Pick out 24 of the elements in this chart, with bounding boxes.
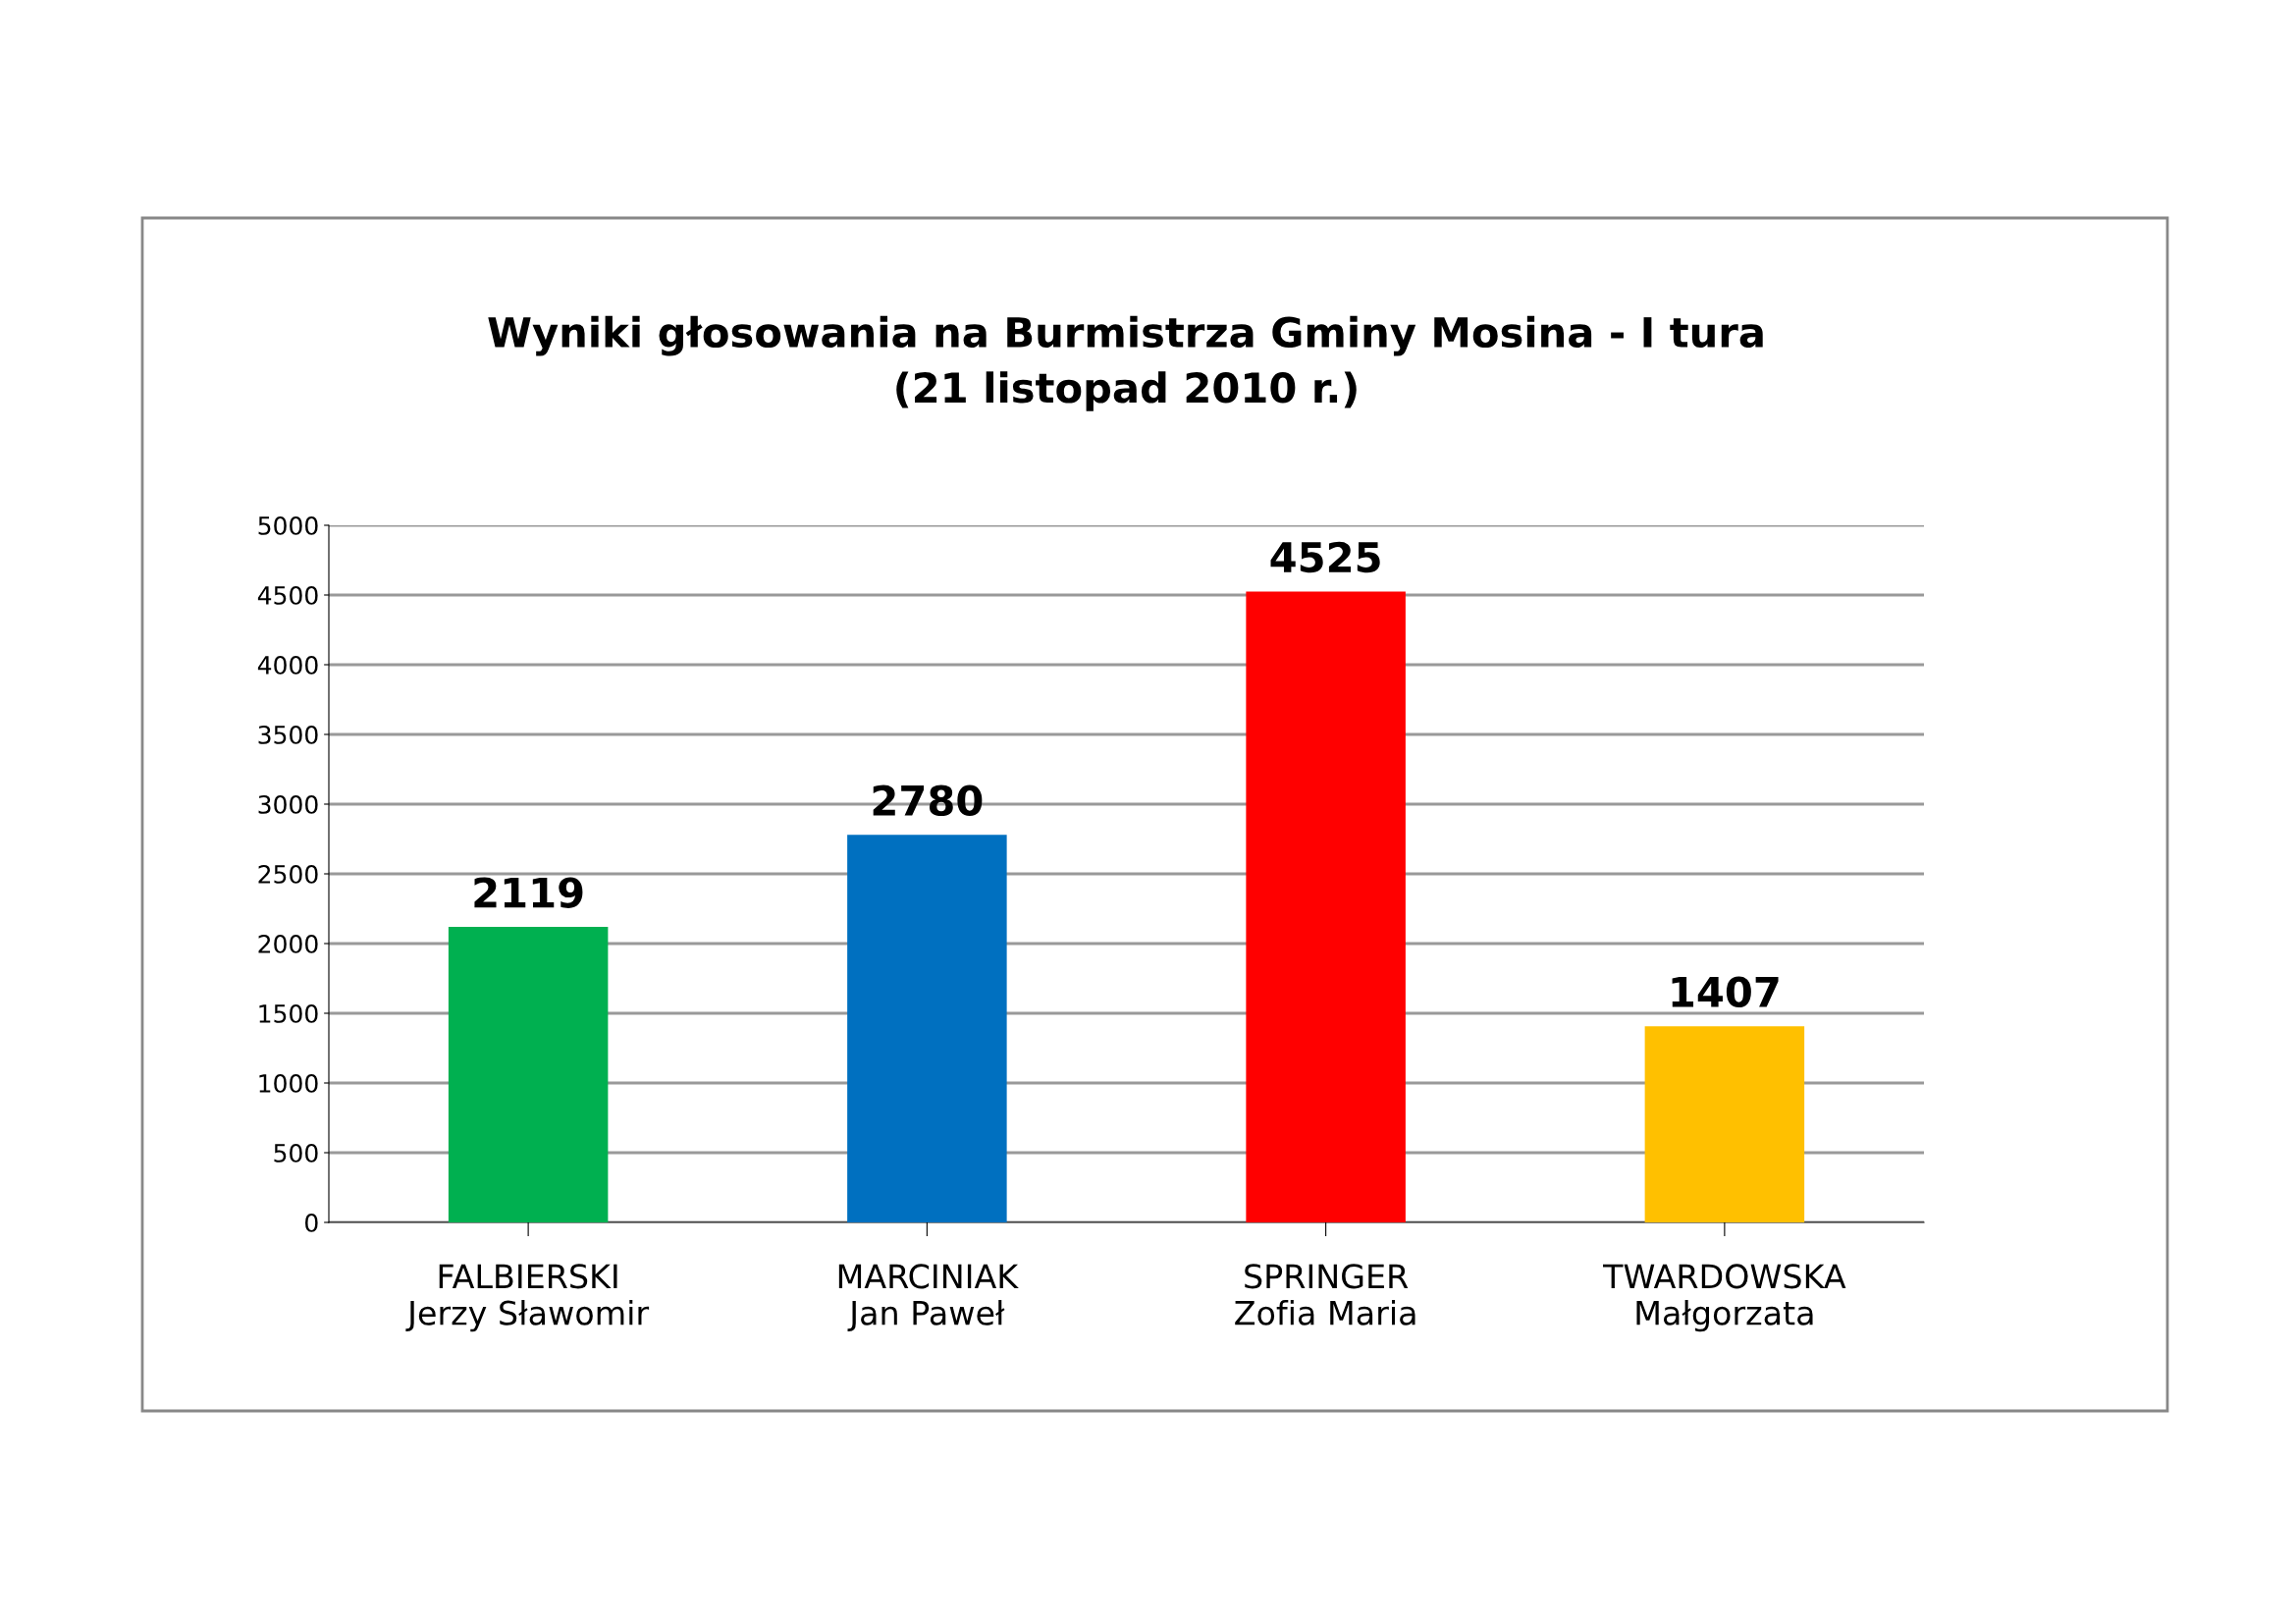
y-tick-label: 1000 xyxy=(259,1073,318,1093)
x-tick-label: SPRINGER Zofia Maria xyxy=(1235,1264,1415,1325)
bar xyxy=(847,835,1007,1222)
y-tick-label: 0 xyxy=(305,1213,318,1232)
y-tick-label: 500 xyxy=(274,1143,318,1163)
bar xyxy=(1644,1026,1805,1222)
y-tick-label: 1500 xyxy=(259,1003,318,1023)
chart-title: Wyniki głosowania na Burmistrza Gminy Mosina - I tura (21 listopad 2010 r.) xyxy=(488,315,1763,411)
y-tick-label: 5000 xyxy=(258,515,318,535)
x-tick-label: FALBIERSKI Jerzy Sławomir xyxy=(405,1264,650,1332)
y-tick-label: 4000 xyxy=(257,655,318,675)
bar xyxy=(1246,591,1406,1222)
data-label: 4525 xyxy=(1270,541,1380,573)
bar xyxy=(448,927,609,1222)
y-tick-label: 3000 xyxy=(258,794,318,814)
y-tick-label: 4500 xyxy=(257,585,318,605)
data-label: 2119 xyxy=(474,877,583,908)
y-tick-label: 2000 xyxy=(258,934,318,953)
x-tick-label: MARCINIAK Jan Paweł xyxy=(838,1264,1019,1331)
y-tick-label: 2500 xyxy=(258,864,318,884)
y-tick-label: 3500 xyxy=(258,725,318,744)
data-label: 2780 xyxy=(873,784,983,817)
x-tick-label: TWARDOWSKA Małgorzata xyxy=(1603,1264,1846,1332)
data-label: 1407 xyxy=(1672,976,1779,1008)
